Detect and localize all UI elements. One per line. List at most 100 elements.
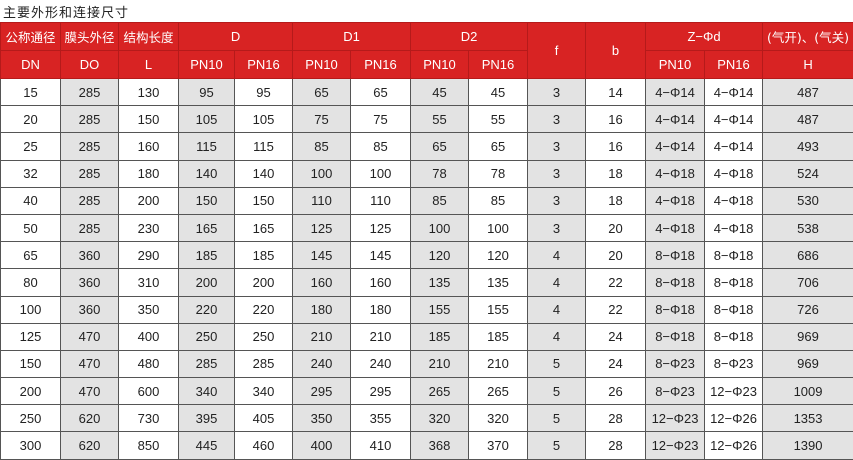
- table-cell: 145: [293, 242, 351, 269]
- header-z-d: Z−Φd: [646, 23, 763, 51]
- table-cell: 285: [61, 79, 119, 106]
- table-cell: 400: [293, 432, 351, 459]
- table-cell: 12−Φ23: [646, 432, 705, 459]
- table-cell: 220: [179, 296, 235, 323]
- header-d2-pn16: PN16: [469, 51, 528, 79]
- table-cell: 78: [469, 160, 528, 187]
- table-cell: 240: [293, 350, 351, 377]
- table-cell: 26: [586, 378, 646, 405]
- table-cell: 4−Φ18: [646, 160, 705, 187]
- table-cell: 210: [411, 350, 469, 377]
- table-cell: 460: [235, 432, 293, 459]
- table-cell: 726: [763, 296, 853, 323]
- table-cell: 493: [763, 133, 853, 160]
- header-h: H: [763, 51, 853, 79]
- table-cell: 706: [763, 269, 853, 296]
- table-cell: 100: [1, 296, 61, 323]
- header-row-1: 公称通径 膜头外径 结构长度 D D1 D2 f b Z−Φd (气开)、(气关…: [1, 23, 853, 51]
- table-cell: 470: [61, 350, 119, 377]
- table-cell: 12−Φ26: [705, 432, 763, 459]
- table-cell: 105: [179, 106, 235, 133]
- table-cell: 55: [411, 106, 469, 133]
- table-cell: 320: [411, 405, 469, 432]
- table-cell: 3: [528, 214, 586, 241]
- table-cell: 4−Φ18: [646, 214, 705, 241]
- table-cell: 55: [469, 106, 528, 133]
- table-cell: 85: [411, 187, 469, 214]
- table-cell: 4−Φ18: [705, 214, 763, 241]
- table-cell: 5: [528, 378, 586, 405]
- table-cell: 75: [351, 106, 411, 133]
- table-cell: 285: [61, 160, 119, 187]
- table-cell: 95: [179, 79, 235, 106]
- table-cell: 524: [763, 160, 853, 187]
- header-dn: DN: [1, 51, 61, 79]
- table-cell: 8−Φ23: [646, 378, 705, 405]
- table-cell: 145: [351, 242, 411, 269]
- dimensions-table: 公称通径 膜头外径 结构长度 D D1 D2 f b Z−Φd (气开)、(气关…: [0, 22, 853, 460]
- table-cell: 350: [293, 405, 351, 432]
- header-d1: D1: [293, 23, 411, 51]
- table-cell: 360: [61, 296, 119, 323]
- table-cell: 395: [179, 405, 235, 432]
- table-cell: 8−Φ18: [705, 269, 763, 296]
- table-cell: 8−Φ18: [705, 323, 763, 350]
- table-cell: 20: [586, 242, 646, 269]
- table-cell: 100: [351, 160, 411, 187]
- table-cell: 1353: [763, 405, 853, 432]
- table-cell: 120: [469, 242, 528, 269]
- table-cell: 65: [293, 79, 351, 106]
- table-cell: 1390: [763, 432, 853, 459]
- table-cell: 4: [528, 269, 586, 296]
- table-cell: 487: [763, 106, 853, 133]
- table-cell: 295: [293, 378, 351, 405]
- table-cell: 4−Φ14: [646, 106, 705, 133]
- table-cell: 22: [586, 269, 646, 296]
- header-h-label: (气开)、(气关): [763, 23, 853, 51]
- header-f: f: [528, 23, 586, 79]
- table-cell: 3: [528, 160, 586, 187]
- table-cell: 110: [351, 187, 411, 214]
- table-cell: 75: [293, 106, 351, 133]
- table-cell: 290: [119, 242, 179, 269]
- table-cell: 620: [61, 432, 119, 459]
- table-cell: 15: [1, 79, 61, 106]
- table-cell: 185: [235, 242, 293, 269]
- table-cell: 8−Φ18: [646, 296, 705, 323]
- table-cell: 185: [469, 323, 528, 350]
- table-cell: 250: [235, 323, 293, 350]
- table-cell: 600: [119, 378, 179, 405]
- table-cell: 65: [469, 133, 528, 160]
- table-cell: 5: [528, 432, 586, 459]
- table-cell: 8−Φ18: [705, 242, 763, 269]
- header-zd-pn10: PN10: [646, 51, 705, 79]
- table-cell: 20: [586, 214, 646, 241]
- table-cell: 310: [119, 269, 179, 296]
- header-l: L: [119, 51, 179, 79]
- table-cell: 120: [411, 242, 469, 269]
- table-cell: 4−Φ18: [705, 160, 763, 187]
- table-cell: 240: [351, 350, 411, 377]
- table-cell: 135: [411, 269, 469, 296]
- table-cell: 320: [469, 405, 528, 432]
- table-cell: 285: [61, 187, 119, 214]
- table-cell: 45: [469, 79, 528, 106]
- header-dn-label: 公称通径: [1, 23, 61, 51]
- table-cell: 370: [469, 432, 528, 459]
- table-cell: 4: [528, 323, 586, 350]
- header-d: D: [179, 23, 293, 51]
- table-cell: 125: [351, 214, 411, 241]
- table-cell: 100: [411, 214, 469, 241]
- table-cell: 180: [119, 160, 179, 187]
- table-cell: 4: [528, 296, 586, 323]
- table-cell: 185: [179, 242, 235, 269]
- table-cell: 405: [235, 405, 293, 432]
